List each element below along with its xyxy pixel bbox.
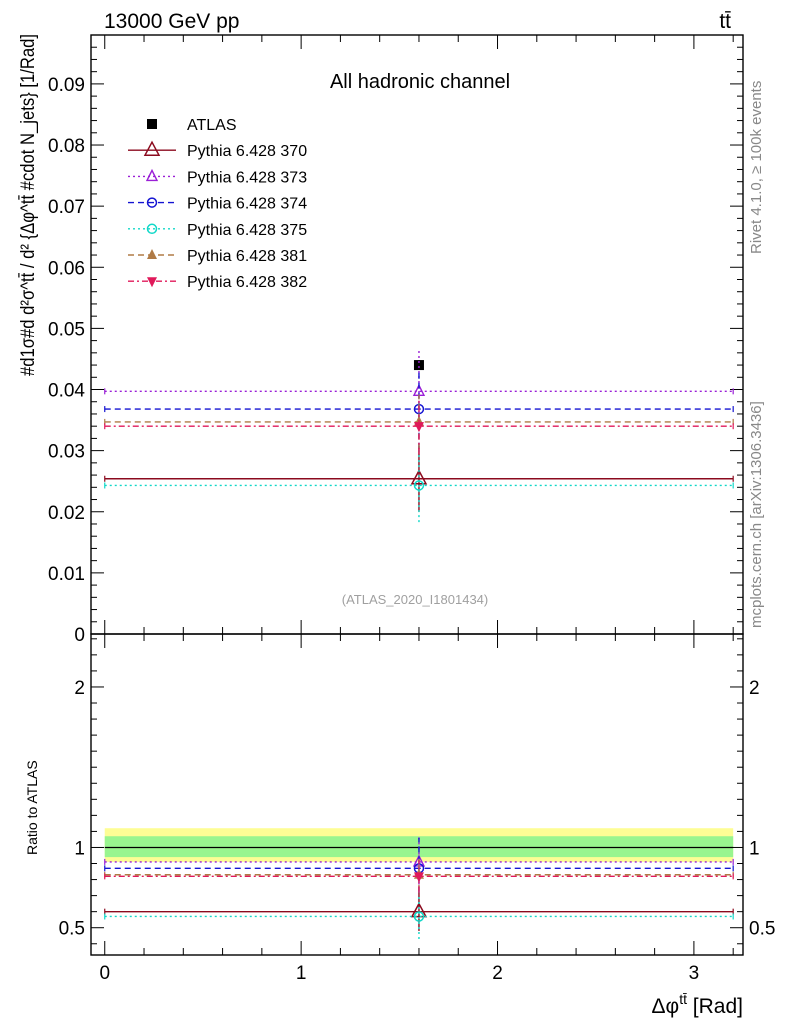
legend-entry-1: Pythia 6.428 370: [128, 140, 307, 160]
main-y-tick-label: 0.08: [48, 136, 85, 157]
legend-marker-4: [146, 223, 158, 235]
main-y-tick-label: 0.09: [48, 75, 85, 96]
legend-marker-6-shape: [147, 277, 157, 288]
legend-label-3: Pythia 6.428 374: [187, 196, 307, 213]
ratio-x-tick-label: 3: [689, 963, 700, 984]
series-point-1: [410, 469, 428, 485]
legend-entry-4: Pythia 6.428 375: [128, 222, 307, 239]
main-y-tick-label: 0.05: [48, 319, 85, 340]
main-y-tick-label: 0.07: [48, 197, 85, 218]
source-label: mcplots.cern.ch [arXiv:1306.3436]: [748, 401, 765, 628]
ratio-y-tick-label: 2: [74, 678, 85, 699]
ratio-point-5: [413, 872, 424, 883]
ratio-point-0: [410, 902, 428, 918]
main-y-tick-label: 0.02: [48, 503, 85, 524]
legend-label-1: Pythia 6.428 370: [187, 143, 307, 160]
main-title: All hadronic channel: [330, 71, 510, 93]
series-6: [104, 398, 734, 454]
main-y-tick-label: 0: [74, 625, 85, 646]
series-0: [413, 360, 424, 371]
ratio-frame: [90, 633, 744, 956]
watermark: (ATLAS_2020_I1801434): [342, 592, 488, 607]
main-y-tick-label: 0.06: [48, 258, 85, 279]
legend-entry-2: Pythia 6.428 373: [128, 168, 307, 186]
ratio-y-tick-label-right: 0.5: [749, 919, 775, 940]
ratio-axes: 0.5 0.5 1 1 2 2 0 1 2 3: [59, 633, 775, 984]
ratio-x-tick-label: 2: [492, 963, 503, 984]
legend-label-4: Pythia 6.428 375: [187, 222, 307, 239]
legend-entry-3: Pythia 6.428 374: [128, 196, 307, 213]
legend-marker-6: [147, 277, 157, 288]
ratio-x-tick-label: 1: [296, 963, 307, 984]
ratio-y-label: Ratio to ATLAS: [24, 760, 40, 855]
rivet-label: Rivet 4.1.0, ≥ 100k events: [748, 81, 765, 254]
legend-entry-6: Pythia 6.428 382: [128, 274, 307, 291]
legend-label-6: Pythia 6.428 382: [187, 274, 307, 291]
series-point-4: [413, 480, 425, 491]
ratio-panel: Ratio to ATLAS 0.5 0.5 1 1 2 2 0 1 2 3 Δφtt̄ [Rad…: [24, 633, 775, 1018]
series-point-6: [413, 422, 424, 433]
main-panel: All hadronic channel (ATLAS_2020_I180143…: [18, 34, 744, 646]
ratio-series-5: [104, 860, 734, 893]
x-axis-label-main: Δφ: [652, 995, 680, 1018]
ratio-x-tick-label: 0: [99, 963, 110, 984]
legend-marker-0: [147, 119, 157, 129]
ratio-point-0-shape: [410, 902, 428, 918]
main-y-tick-label: 0.03: [48, 442, 85, 463]
ratio-series: [104, 836, 734, 939]
ratio-y-tick-label: 1: [74, 838, 85, 859]
legend-marker-3: [146, 197, 158, 208]
legend-entry-5: Pythia 6.428 381: [128, 248, 307, 265]
x-axis-label-unit: [Rad]: [687, 995, 743, 1018]
legend-marker-0-shape: [147, 119, 157, 129]
legend-entry-0: ATLAS: [147, 117, 237, 134]
legend-marker-2: [145, 168, 159, 182]
ratio-point-3-shape: [413, 911, 425, 922]
main-y-tick-label: 0.01: [48, 564, 85, 585]
x-axis-label: Δφtt̄ [Rad]: [652, 991, 743, 1018]
legend-marker-3-shape: [146, 197, 158, 208]
legend: ATLAS Pythia 6.428 370 Pythia 6.428 373 Pyt…: [128, 117, 307, 291]
legend-marker-1-shape: [143, 140, 161, 156]
legend-marker-5-shape: [147, 249, 157, 259]
main-y-label: #d1σ#d d²σ^tt̄ / d² {Δφ^tt̄ #cdot N_jets…: [18, 34, 39, 376]
legend-label-2: Pythia 6.428 373: [187, 169, 307, 186]
ratio-y-tick-label-right: 1: [749, 838, 760, 859]
ratio-y-tick-label-right: 2: [749, 678, 760, 699]
legend-label-5: Pythia 6.428 381: [187, 248, 307, 265]
main-y-tick-label: 0.04: [48, 381, 85, 402]
x-axis-label-sup: tt̄: [679, 991, 687, 1007]
series-point-0-shape: [413, 360, 424, 371]
series-4: [104, 448, 734, 523]
series-point-4-shape: [413, 480, 425, 491]
series-point-0: [413, 360, 424, 371]
main-series: [104, 348, 734, 523]
legend-marker-5: [147, 249, 157, 259]
series-point-6-shape: [413, 422, 424, 433]
legend-marker-2-shape: [145, 168, 159, 182]
ratio-point-3: [413, 911, 425, 922]
ratio-series-3: [104, 894, 734, 939]
ratio-point-5-shape: [413, 872, 424, 883]
header-left: 13000 GeV pp: [104, 10, 239, 33]
series-point-1-shape: [410, 469, 428, 485]
legend-label-0: ATLAS: [187, 117, 237, 134]
legend-marker-4-shape: [146, 223, 158, 235]
ratio-y-tick-label: 0.5: [59, 919, 85, 940]
header-right: tt̄: [719, 10, 731, 33]
legend-marker-1: [143, 140, 161, 156]
